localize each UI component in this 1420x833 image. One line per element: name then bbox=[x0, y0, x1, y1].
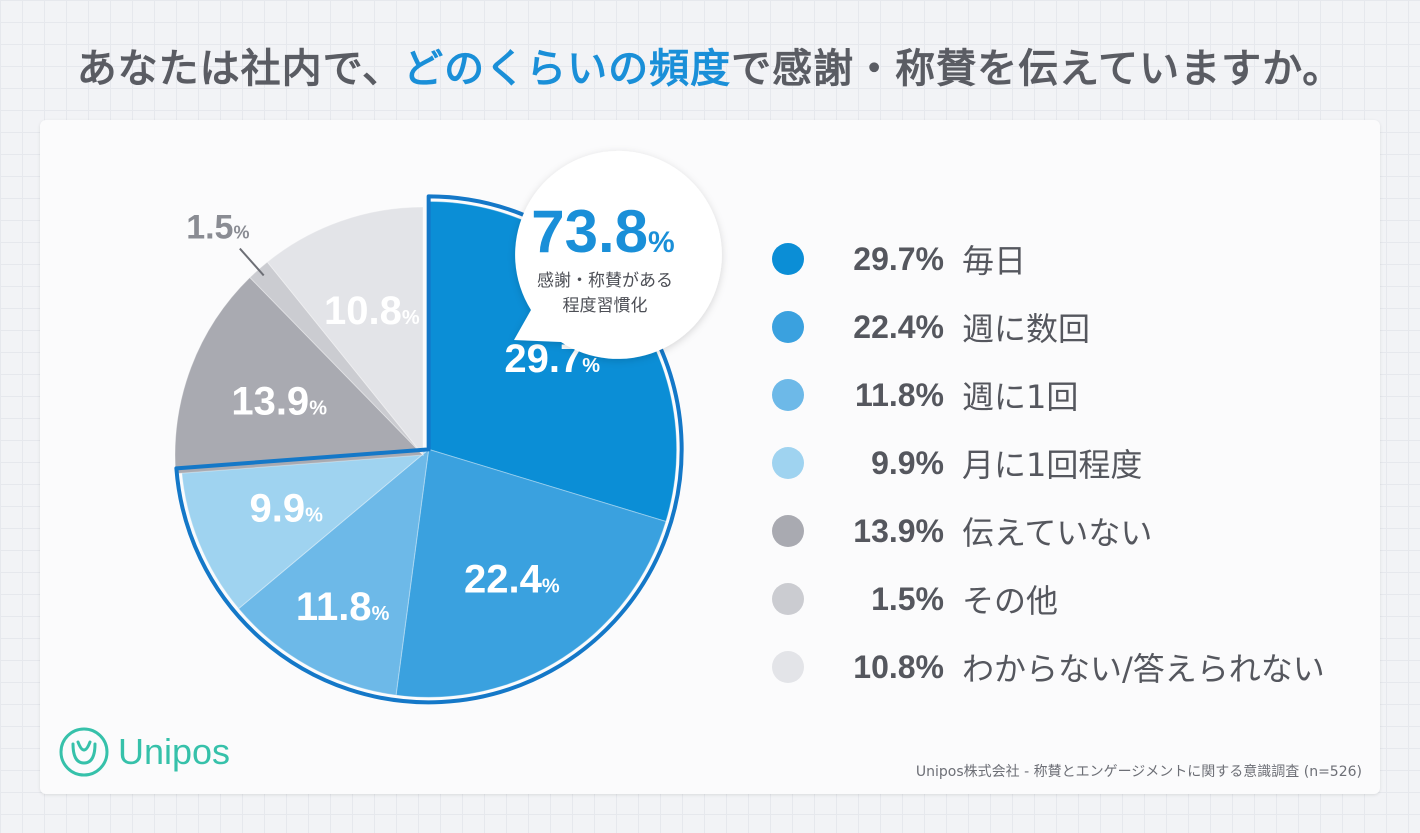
callout-line-2: 程度習慣化 bbox=[563, 296, 648, 316]
pie-slice-label: 13.9% bbox=[231, 380, 327, 424]
legend-value: 9.9% bbox=[871, 444, 944, 481]
source-note: Unipos株式会社 - 称賛とエンゲージメントに関する意識調査 (n=526) bbox=[915, 764, 1362, 780]
pie-slice bbox=[266, 206, 424, 457]
brand-wordmark: Unipos bbox=[118, 731, 231, 772]
pie-slice-label: 11.8% bbox=[296, 585, 390, 629]
pie-slice-label: 1.5% bbox=[186, 209, 249, 247]
pie-slice-label: 10.8% bbox=[324, 289, 420, 333]
legend-item: 11.8% 週に1回 bbox=[772, 372, 1392, 418]
chart-title: あなたは社内で、どのくらいの頻度で感謝・称賛を伝えていますか。 bbox=[0, 36, 1420, 94]
legend-item: 22.4% 週に数回 bbox=[772, 304, 1392, 350]
chart-legend: 29.7% 毎日 22.4% 週に数回 11.8% 週に1回 9.9% 月に1回程度 13.9%… bbox=[772, 236, 1392, 712]
pie-slice bbox=[395, 448, 667, 698]
title-prefix: あなたは社内で、 bbox=[76, 46, 404, 92]
legend-item: 1.5% その他 bbox=[772, 576, 1392, 622]
leader-line bbox=[239, 247, 265, 277]
legend-value: 11.8% bbox=[855, 376, 944, 413]
legend-value: 29.7% bbox=[853, 240, 944, 277]
legend-swatch bbox=[772, 651, 804, 683]
legend-swatch bbox=[772, 447, 804, 479]
callout-line-1: 感謝・称賛がある bbox=[537, 271, 673, 291]
pie-slice bbox=[237, 448, 430, 696]
callout-value: 73.8% bbox=[531, 198, 674, 265]
legend-label: 週に数回 bbox=[962, 310, 1091, 348]
legend-label: 月に1回程度 bbox=[962, 446, 1143, 484]
title-suffix: で感謝・称賛を伝えていますか。 bbox=[731, 46, 1344, 92]
brand-logo: Unipos bbox=[58, 726, 230, 778]
legend-value: 13.9% bbox=[853, 512, 944, 549]
callout-bubble: 73.8% 感謝・称賛がある 程度習慣化 bbox=[514, 150, 722, 359]
pie-slice-label: 9.9% bbox=[250, 486, 324, 530]
legend-item: 13.9% 伝えていない bbox=[772, 508, 1392, 554]
legend-value: 10.8% bbox=[853, 648, 944, 685]
legend-swatch bbox=[772, 243, 804, 275]
legend-label: 週に1回 bbox=[962, 378, 1079, 416]
legend-label: わからない/答えられない bbox=[962, 650, 1325, 688]
callout-value-number: 73.8 bbox=[531, 198, 648, 265]
legend-label: 伝えていない bbox=[962, 514, 1153, 552]
legend-value: 22.4% bbox=[853, 308, 944, 345]
legend-item: 9.9% 月に1回程度 bbox=[772, 440, 1392, 486]
legend-label: 毎日 bbox=[962, 242, 1027, 280]
legend-swatch bbox=[772, 583, 804, 615]
callout-value-unit: % bbox=[648, 226, 675, 259]
pie-slice bbox=[174, 276, 425, 475]
legend-item: 10.8% わからない/答えられない bbox=[772, 644, 1392, 690]
callout-bubble-shape bbox=[514, 150, 722, 359]
legend-swatch bbox=[772, 515, 804, 547]
legend-item: 29.7% 毎日 bbox=[772, 236, 1392, 282]
unipos-logo-icon bbox=[59, 727, 109, 777]
legend-label: その他 bbox=[962, 582, 1059, 620]
legend-value: 1.5% bbox=[871, 580, 944, 617]
title-highlight: どのくらいの頻度 bbox=[403, 46, 732, 92]
legend-swatch bbox=[772, 379, 804, 411]
pie-slice bbox=[180, 448, 431, 610]
legend-swatch bbox=[772, 311, 804, 343]
pie-slice-label: 22.4% bbox=[464, 558, 560, 602]
